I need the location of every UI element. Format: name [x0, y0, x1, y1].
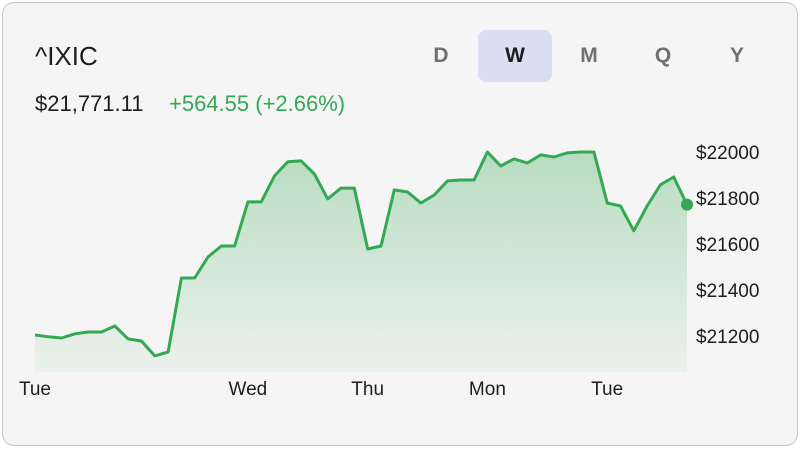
current-price: $21,771.11: [35, 91, 144, 116]
tab-year[interactable]: Y: [729, 44, 744, 67]
tab-quarter[interactable]: Q: [654, 44, 672, 67]
tab-month[interactable]: M: [580, 44, 598, 67]
x-tick-label: Wed: [229, 379, 268, 400]
x-tick-label: Tue: [19, 379, 51, 400]
tab-day[interactable]: D: [433, 44, 449, 67]
ticker-symbol: ^IXIC: [35, 41, 98, 71]
area-fill: [35, 152, 687, 372]
y-tick-label: $21600: [696, 235, 759, 256]
y-tick-label: $22000: [696, 143, 759, 164]
x-tick-label: Thu: [351, 379, 384, 400]
x-tick-label: Tue: [591, 379, 623, 400]
last-point-marker: [681, 198, 693, 211]
price-line: [34, 150, 689, 358]
y-tick-label: $21400: [696, 281, 759, 302]
range-tabs: D W M Q Y: [404, 30, 774, 82]
y-tick-label: $21800: [696, 189, 759, 210]
x-tick-label: Mon: [469, 379, 506, 400]
tab-week[interactable]: W: [478, 30, 552, 82]
y-tick-label: $21200: [696, 327, 759, 348]
price-change: +564.55 (+2.66%): [169, 91, 346, 116]
